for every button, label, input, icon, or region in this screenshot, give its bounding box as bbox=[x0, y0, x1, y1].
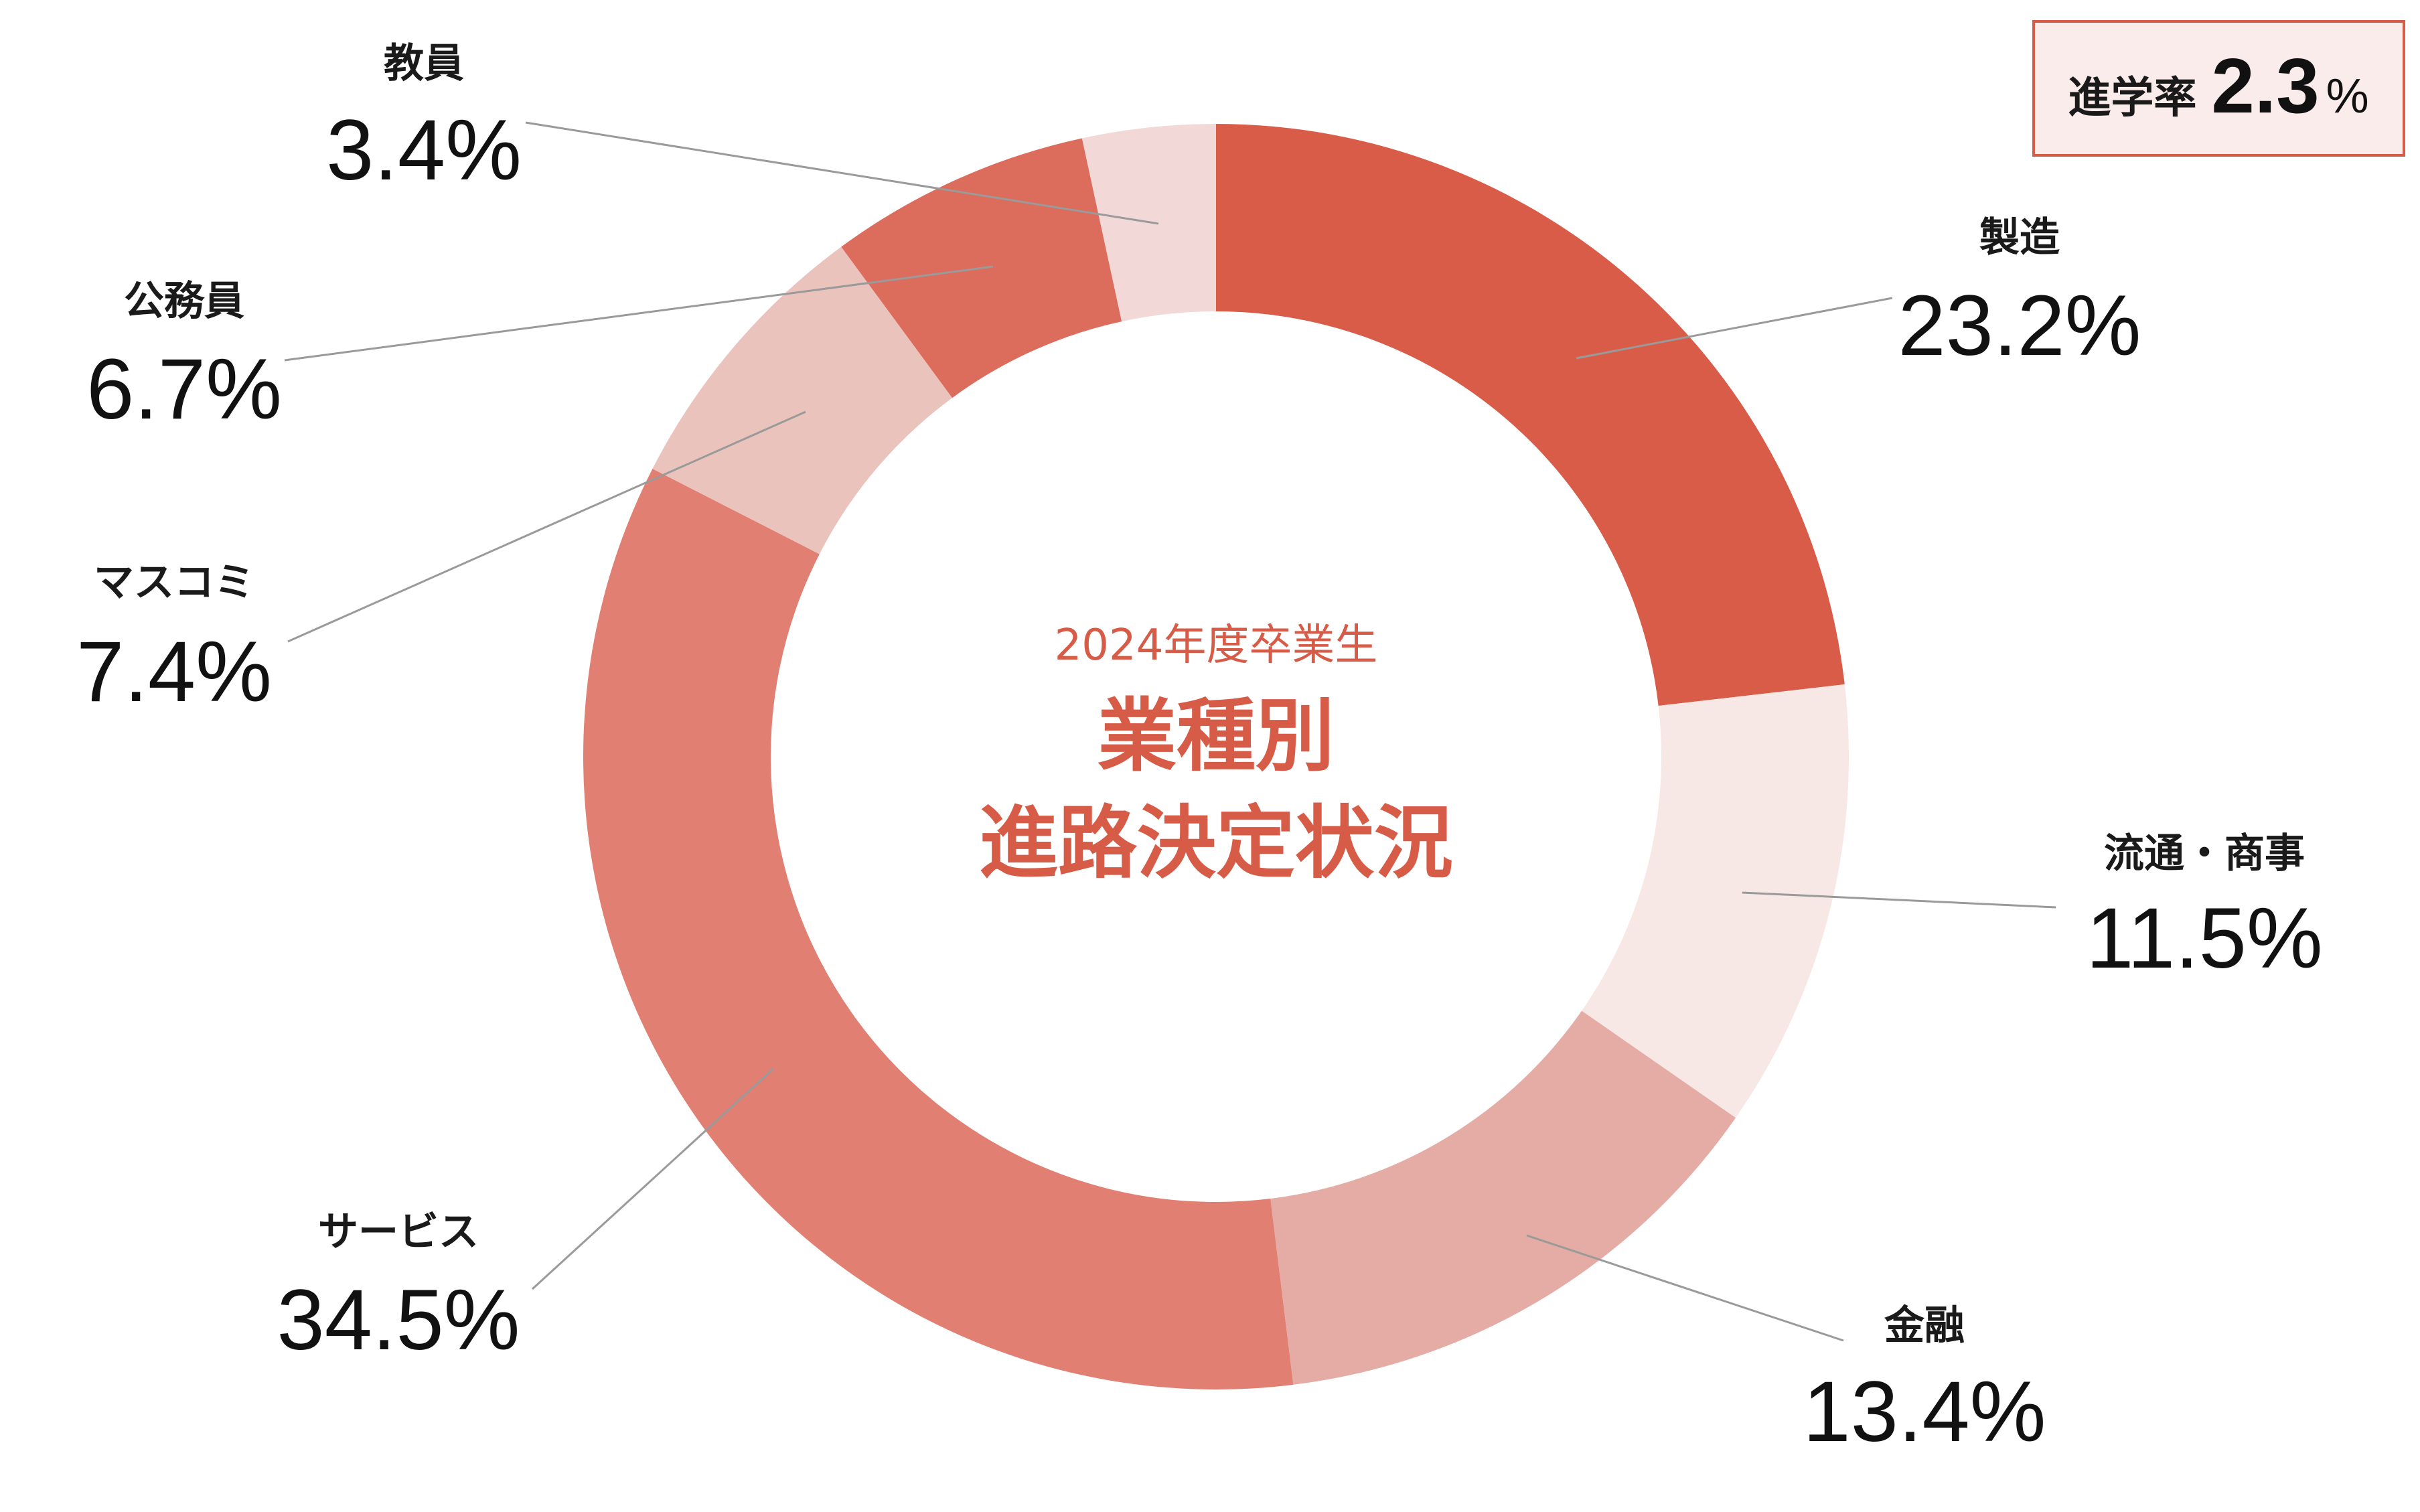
slice-category-label: 公務員 bbox=[124, 278, 244, 325]
rate-value: 2.3 bbox=[2211, 42, 2319, 129]
slice-percent-label: 7.4% bbox=[76, 624, 272, 720]
center-title-line2: 進路決定状況 bbox=[979, 797, 1453, 889]
leader-line-1 bbox=[1576, 297, 1893, 360]
leader-line-2 bbox=[1742, 891, 2056, 909]
leader-line-3 bbox=[1526, 1234, 1844, 1342]
slice-5 bbox=[652, 246, 953, 554]
center-caption: 2024年度卒業生 業種別 進路決定状況 bbox=[979, 621, 1453, 889]
center-title-line1: 業種別 bbox=[1098, 690, 1335, 782]
rate-label: 進学率 bbox=[2068, 74, 2196, 123]
leader-line-7 bbox=[525, 121, 1159, 225]
slice-category-label: マスコミ bbox=[94, 559, 254, 606]
slice-percent-label: 6.7% bbox=[86, 342, 282, 437]
slice-percent-label: 23.2% bbox=[1898, 278, 2141, 374]
rate-box-frame bbox=[2032, 20, 2405, 157]
slice-category-label: 製造 bbox=[1979, 214, 2060, 261]
advancement-rate-box: 進学率 2.3 % bbox=[2032, 20, 2405, 157]
center-subtitle: 2024年度卒業生 bbox=[1055, 621, 1378, 670]
slice-percent-label: 34.5% bbox=[277, 1272, 520, 1368]
slice-4 bbox=[583, 469, 1294, 1389]
slice-2 bbox=[1582, 684, 1849, 1118]
slice-category-label: 金融 bbox=[1884, 1302, 1965, 1349]
slice-percent-label: 11.5% bbox=[2086, 891, 2322, 986]
slice-labels: 製造 23.2% 流通・商事 11.5% 金融 13.4% サービス 34.5% マスコミ 7.4… bbox=[76, 40, 2323, 1460]
rate-unit: % bbox=[2326, 70, 2369, 123]
leader-lines bbox=[284, 121, 2056, 1342]
rate-text: 進学率 2.3 % bbox=[2068, 42, 2368, 129]
slice-category-label: サービス bbox=[318, 1209, 479, 1256]
slice-percent-label: 3.4% bbox=[326, 102, 522, 198]
slice-3 bbox=[1270, 1010, 1736, 1385]
leader-line-4 bbox=[531, 1067, 775, 1290]
slice-category-label: 流通・商事 bbox=[2104, 830, 2305, 877]
leader-line-6 bbox=[284, 265, 994, 362]
slice-category-label: 教員 bbox=[384, 40, 464, 87]
slice-1 bbox=[1216, 124, 1845, 706]
slice-percent-label: 13.4% bbox=[1803, 1364, 2046, 1460]
leader-line-5 bbox=[287, 410, 806, 643]
